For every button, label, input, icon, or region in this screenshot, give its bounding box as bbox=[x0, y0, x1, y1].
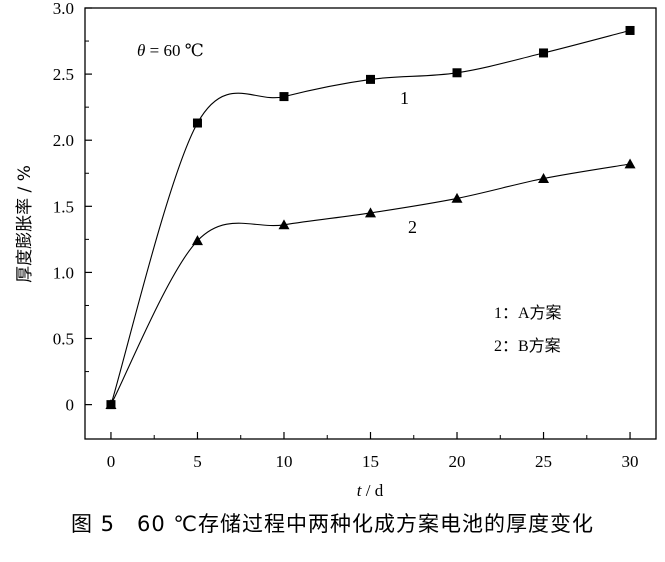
series-2-point bbox=[191, 235, 203, 246]
y-axis-title: 厚度膨胀率 / % bbox=[15, 165, 35, 283]
y-tick-label: 1.5 bbox=[53, 197, 74, 216]
y-tick-label: 3.0 bbox=[53, 0, 74, 18]
series-2-point bbox=[624, 158, 636, 169]
annotation-theta: θ = 60 ℃ bbox=[137, 41, 204, 60]
series-markers bbox=[105, 25, 636, 410]
x-tick-label: 10 bbox=[275, 452, 292, 471]
series-1-point bbox=[192, 118, 202, 128]
line-chart: 0 0.5 1.0 1.5 2.0 2.5 3.0 0 5 10 15 20 25 30 θ = 60 … bbox=[15, 0, 657, 500]
y-tick-label: 1.0 bbox=[53, 263, 74, 282]
series-2-point bbox=[451, 192, 463, 203]
series-1-point bbox=[452, 68, 462, 78]
x-tick-label: 15 bbox=[362, 452, 379, 471]
plot-frame bbox=[84, 7, 657, 440]
series-1-point bbox=[539, 48, 549, 58]
x-axis-title: t / d bbox=[357, 481, 384, 500]
x-tick-label: 30 bbox=[622, 452, 639, 471]
series-2-point bbox=[538, 173, 550, 183]
x-axis-ticks: 0 5 10 15 20 25 30 bbox=[107, 432, 639, 471]
series-1-point bbox=[279, 92, 289, 102]
x-tick-label: 20 bbox=[449, 452, 466, 471]
y-axis-ticks: 0 0.5 1.0 1.5 2.0 2.5 3.0 bbox=[53, 0, 92, 415]
series-label-1: 1 bbox=[400, 88, 409, 108]
y-tick-label: 2.0 bbox=[53, 131, 74, 150]
series-2-point bbox=[365, 207, 376, 218]
series-2-line bbox=[110, 163, 631, 405]
series-1-line bbox=[110, 29, 631, 405]
legend-entry-1: 1：A方案 bbox=[494, 304, 562, 322]
legend-entry-2: 2：B方案 bbox=[494, 337, 561, 355]
x-tick-label: 25 bbox=[535, 452, 552, 471]
series-2-point bbox=[278, 219, 290, 230]
series-2-point bbox=[105, 399, 117, 410]
y-tick-label: 0.5 bbox=[53, 330, 74, 349]
y-tick-label: 0 bbox=[66, 396, 75, 415]
series-1-point bbox=[366, 74, 375, 84]
figure-caption: 图 5 60 ℃存储过程中两种化成方案电池的厚度变化 bbox=[70, 512, 594, 536]
y-tick-label: 2.5 bbox=[53, 65, 74, 84]
series-1-point bbox=[625, 25, 635, 35]
x-tick-label: 5 bbox=[193, 452, 202, 471]
x-tick-label: 0 bbox=[107, 452, 116, 471]
series-label-2: 2 bbox=[408, 217, 417, 237]
